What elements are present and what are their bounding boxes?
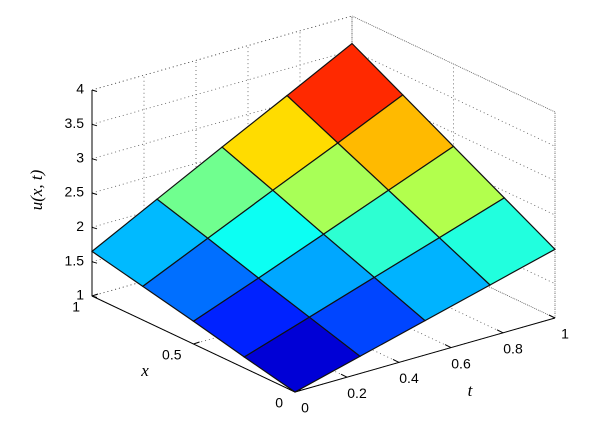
x-tick-label: 0.5 [162,347,182,363]
grid-line [91,84,556,182]
z-tick-label: 3 [76,149,84,165]
z-tick [91,192,98,195]
z-tick-label: 1 [76,287,84,303]
grid-line [91,49,556,147]
z-tick-label: 2.5 [65,184,85,200]
t-tick [340,373,348,378]
t-tick-label: 0.2 [347,385,367,401]
z-axis-label: u(x, t) [27,169,46,210]
x-tick-label: 0 [275,395,283,411]
z-tick [91,261,98,264]
t-tick [496,329,504,334]
t-tick [444,344,452,349]
t-tick-label: 0.4 [399,370,419,386]
t-axis-label: t [468,381,474,400]
z-tick [91,295,98,298]
z-tick-label: 2 [76,218,84,234]
t-tick-label: 0.6 [451,355,471,371]
t-tick [548,314,556,319]
z-tick [91,158,98,161]
t-tick-label: 1 [561,326,569,342]
x-axis-label: x [140,361,149,380]
x-tick-label: 1 [72,299,80,315]
z-tick [91,123,98,127]
grid-line [91,15,556,113]
x-tick [193,341,200,345]
z-tick-label: 4 [76,81,84,97]
z-tick-label: 3.5 [65,115,85,131]
t-tick-label: 0.8 [503,341,523,357]
box-edge [294,317,556,393]
z-tick [91,89,98,92]
t-tick-label: 0 [301,400,309,416]
surface-patch [243,316,362,393]
z-tick-label: 1.5 [65,252,85,268]
t-tick [392,358,400,363]
x-tick [91,293,99,297]
z-tick [91,226,98,230]
